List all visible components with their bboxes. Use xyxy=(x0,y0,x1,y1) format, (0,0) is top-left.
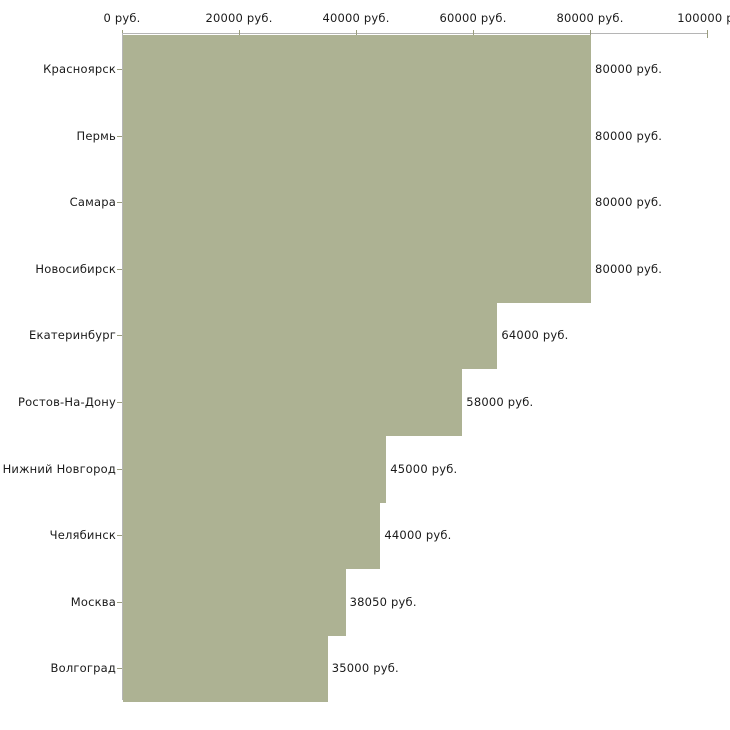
bar-value-label: 35000 руб. xyxy=(331,661,399,676)
x-axis-tick xyxy=(239,30,240,38)
bar[interactable] xyxy=(123,234,591,303)
bar-value-label: 64000 руб. xyxy=(501,328,569,343)
x-axis-tick xyxy=(590,30,591,38)
bar-value-label: 58000 руб. xyxy=(466,395,534,409)
y-axis-tick xyxy=(117,668,122,670)
y-axis-tick xyxy=(117,402,122,403)
x-axis-tick-label: 100000 руб xyxy=(677,11,730,25)
y-axis-tick xyxy=(117,135,122,137)
x-axis-tick xyxy=(356,30,357,38)
x-axis-tick-label: 40000 руб. xyxy=(322,11,390,25)
category-label: Волгоград xyxy=(50,661,116,676)
y-axis-tick xyxy=(117,268,122,270)
category-label: Самара xyxy=(69,195,116,210)
bar-value-label: 44000 руб. xyxy=(384,528,452,543)
y-axis-tick xyxy=(117,335,122,337)
category-label: Москва xyxy=(70,594,116,609)
bar-value-label: 38050 руб. xyxy=(349,594,417,609)
y-axis-tick xyxy=(117,601,122,603)
bar[interactable] xyxy=(123,501,381,570)
bar[interactable] xyxy=(123,168,591,237)
x-axis-tick-label: 80000 руб. xyxy=(556,11,624,25)
bar-value-label: 80000 руб. xyxy=(595,195,663,210)
x-axis-line xyxy=(122,33,707,34)
bar[interactable] xyxy=(123,634,328,703)
x-axis-tick-label: 60000 руб. xyxy=(439,11,507,25)
category-label: Ростов-На-Дону xyxy=(18,395,116,409)
bar-value-label: 80000 руб. xyxy=(595,128,663,143)
category-label: Нижний Новгород xyxy=(2,461,116,476)
bar-value-label: 80000 руб. xyxy=(595,62,663,76)
x-axis-tick-label: 20000 руб. xyxy=(205,11,273,25)
bar[interactable] xyxy=(123,301,498,370)
y-axis-tick xyxy=(117,468,122,470)
y-axis-tick xyxy=(117,535,122,537)
bar[interactable] xyxy=(123,368,463,436)
category-label: Челябинск xyxy=(49,528,116,543)
y-axis-tick xyxy=(117,69,122,70)
category-label: Екатеринбург xyxy=(29,328,116,343)
bar[interactable] xyxy=(123,434,387,503)
y-axis-line xyxy=(122,33,123,700)
x-axis-tick-label: 0 руб. xyxy=(103,11,141,25)
category-label: Новосибирск xyxy=(35,261,116,276)
bar[interactable] xyxy=(123,35,591,103)
bar-value-label: 80000 руб. xyxy=(595,261,663,276)
y-axis-tick xyxy=(117,202,122,204)
category-label: Красноярск xyxy=(43,62,116,76)
x-axis-tick xyxy=(473,30,474,38)
x-axis-tick xyxy=(707,30,708,38)
bar[interactable] xyxy=(123,567,346,636)
bar-value-label: 45000 руб. xyxy=(390,461,458,476)
category-label: Пермь xyxy=(76,128,116,143)
bar[interactable] xyxy=(123,101,591,170)
